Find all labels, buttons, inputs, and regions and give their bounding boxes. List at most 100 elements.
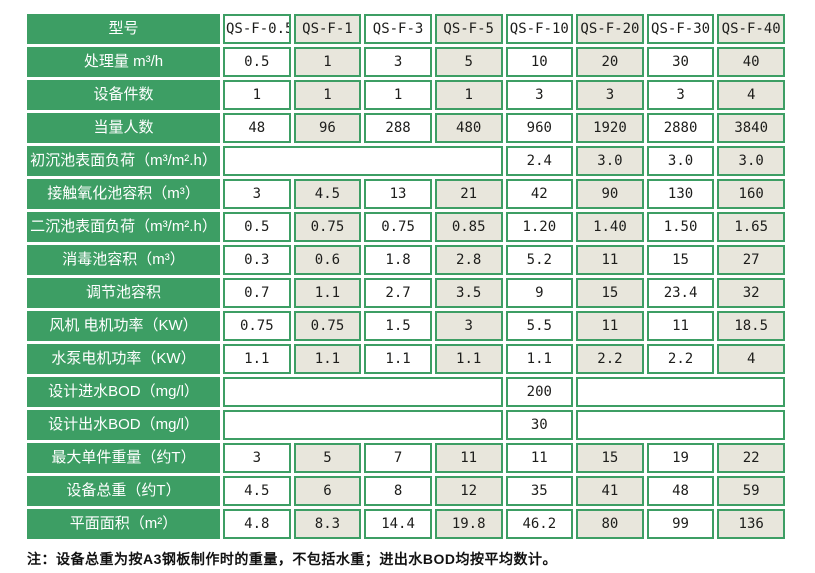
empty-cell [576,410,785,440]
table-row: 设备件数 1 1 1 1 3 3 3 4 [27,80,785,110]
table-row: 设计进水BOD（mg/l） 200 [27,377,785,407]
header-label: 型号 [27,14,220,44]
data-cell: 4.5 [223,476,291,506]
row-label: 平面面积（m²） [27,509,220,539]
data-cell: 3.0 [717,146,785,176]
data-cell: 23.4 [646,278,715,308]
data-cell: 1920 [576,113,644,143]
data-cell: 11 [505,443,574,473]
table-row: 接触氧化池容积（m³） 3 4.5 13 21 42 90 130 160 [27,179,785,209]
row-label: 当量人数 [27,113,220,143]
table-row: 最大单件重量（约T） 3 5 7 11 11 15 19 22 [27,443,785,473]
data-cell: 18.5 [717,311,785,341]
data-cell: 3 [646,80,715,110]
data-cell: 96 [293,113,362,143]
data-cell: 3 [434,311,503,341]
data-cell: 1.1 [223,344,291,374]
data-cell: 15 [576,278,644,308]
data-cell: 19 [646,443,715,473]
data-cell: 3 [576,80,644,110]
data-cell: 40 [717,47,785,77]
row-label: 处理量 m³/h [27,47,220,77]
model-header: QS-F-5 [434,14,503,44]
data-cell: 9 [505,278,574,308]
data-cell: 1 [434,80,503,110]
data-cell: 11 [576,311,644,341]
table-row: 调节池容积 0.7 1.1 2.7 3.5 9 15 23.4 32 [27,278,785,308]
empty-cell [223,410,503,440]
data-cell: 5 [293,443,362,473]
data-cell: 90 [576,179,644,209]
data-cell: 0.75 [293,212,362,242]
empty-cell [223,377,503,407]
row-label: 接触氧化池容积（m³） [27,179,220,209]
data-cell: 1.1 [364,344,432,374]
data-cell: 41 [576,476,644,506]
data-cell: 46.2 [505,509,574,539]
row-label: 设备件数 [27,80,220,110]
data-cell: 21 [434,179,503,209]
data-cell: 2.2 [646,344,715,374]
data-cell: 59 [717,476,785,506]
data-cell: 4 [717,344,785,374]
data-cell: 11 [646,311,715,341]
data-cell: 1.40 [576,212,644,242]
data-cell: 6 [293,476,362,506]
model-header: QS-F-20 [576,14,644,44]
row-label: 风机 电机功率（KW） [27,311,220,341]
data-cell: 20 [576,47,644,77]
table-row: 设备总重（约T） 4.5 6 8 12 35 41 48 59 [27,476,785,506]
table-row: 设计出水BOD（mg/l） 30 [27,410,785,440]
data-cell: 15 [576,443,644,473]
data-cell: 5.5 [505,311,574,341]
data-cell: 1.65 [717,212,785,242]
data-cell: 1.1 [434,344,503,374]
data-cell: 4 [717,80,785,110]
data-cell: 3 [364,47,432,77]
row-label: 初沉池表面负荷（m³/m².h） [27,146,220,176]
data-cell: 0.75 [293,311,362,341]
data-cell: 3840 [717,113,785,143]
data-cell: 3 [223,443,291,473]
data-cell: 1.50 [646,212,715,242]
row-label: 调节池容积 [27,278,220,308]
data-cell: 11 [434,443,503,473]
data-cell: 200 [505,377,574,407]
data-cell: 0.3 [223,245,291,275]
data-cell: 30 [646,47,715,77]
row-label: 设计出水BOD（mg/l） [27,410,220,440]
data-cell: 1.1 [293,344,362,374]
data-cell: 2.7 [364,278,432,308]
empty-cell [223,146,503,176]
spec-table: 型号 QS-F-0.5 QS-F-1 QS-F-3 QS-F-5 QS-F-10… [24,11,788,542]
footnote: 注：设备总重为按A3钢板制作时的重量，不包括水重；进出水BOD均按平均数计。 [27,551,558,567]
data-cell: 1.5 [364,311,432,341]
data-cell: 32 [717,278,785,308]
table-header-row: 型号 QS-F-0.5 QS-F-1 QS-F-3 QS-F-5 QS-F-10… [27,14,785,44]
data-cell: 5.2 [505,245,574,275]
data-cell: 35 [505,476,574,506]
data-cell: 8 [364,476,432,506]
data-cell: 12 [434,476,503,506]
data-cell: 11 [576,245,644,275]
data-cell: 3.5 [434,278,503,308]
table-row: 消毒池容积（m³） 0.3 0.6 1.8 2.8 5.2 11 15 27 [27,245,785,275]
data-cell: 0.5 [223,47,291,77]
data-cell: 1 [293,47,362,77]
row-label: 最大单件重量（约T） [27,443,220,473]
data-cell: 1.8 [364,245,432,275]
data-cell: 0.75 [364,212,432,242]
table-row: 水泵电机功率（KW） 1.1 1.1 1.1 1.1 1.1 2.2 2.2 4 [27,344,785,374]
data-cell: 130 [646,179,715,209]
data-cell: 1 [223,80,291,110]
data-cell: 2.4 [505,146,574,176]
table-row: 当量人数 48 96 288 480 960 1920 2880 3840 [27,113,785,143]
model-header: QS-F-30 [646,14,715,44]
row-label: 设计进水BOD（mg/l） [27,377,220,407]
data-cell: 2880 [646,113,715,143]
table-row: 初沉池表面负荷（m³/m².h） 2.4 3.0 3.0 3.0 [27,146,785,176]
data-cell: 480 [434,113,503,143]
data-cell: 0.6 [293,245,362,275]
row-label: 设备总重（约T） [27,476,220,506]
